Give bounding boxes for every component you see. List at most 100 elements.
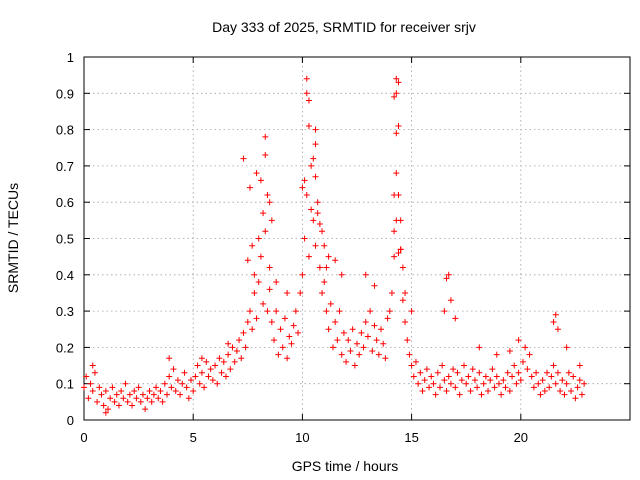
data-point bbox=[482, 373, 489, 380]
data-point bbox=[233, 348, 240, 355]
data-point bbox=[495, 380, 502, 387]
data-point bbox=[544, 369, 551, 376]
data-point bbox=[100, 402, 107, 409]
data-point bbox=[87, 380, 94, 387]
data-point bbox=[393, 75, 400, 82]
data-point bbox=[255, 279, 262, 286]
data-point bbox=[303, 90, 310, 97]
data-point bbox=[373, 337, 380, 344]
data-point bbox=[565, 369, 572, 376]
data-point bbox=[408, 362, 415, 369]
y-tick-label: 0.8 bbox=[56, 123, 74, 138]
data-point bbox=[388, 289, 395, 296]
data-point bbox=[498, 391, 505, 398]
data-point bbox=[205, 373, 212, 380]
data-point bbox=[452, 315, 459, 322]
y-tick-label: 0.5 bbox=[56, 232, 74, 247]
data-point bbox=[332, 318, 339, 325]
data-point bbox=[177, 391, 184, 398]
grid bbox=[84, 57, 630, 420]
data-point bbox=[375, 351, 382, 358]
data-point bbox=[554, 326, 561, 333]
data-point bbox=[273, 308, 280, 315]
data-point bbox=[188, 377, 195, 384]
data-point bbox=[358, 329, 365, 336]
data-point bbox=[240, 155, 247, 162]
data-point bbox=[454, 369, 461, 376]
data-point bbox=[504, 369, 511, 376]
data-point bbox=[124, 398, 131, 405]
data-point bbox=[395, 122, 402, 129]
data-point bbox=[244, 257, 251, 264]
data-point bbox=[371, 282, 378, 289]
data-point bbox=[170, 366, 177, 373]
data-point bbox=[515, 369, 522, 376]
data-point bbox=[246, 184, 253, 191]
data-point bbox=[349, 326, 356, 333]
data-point bbox=[436, 384, 443, 391]
data-point bbox=[539, 377, 546, 384]
data-point bbox=[485, 387, 492, 394]
data-point bbox=[393, 170, 400, 177]
data-point bbox=[393, 130, 400, 137]
x-axis-tick-labels: 0 5 10 15 20 bbox=[80, 430, 528, 445]
data-point bbox=[576, 362, 583, 369]
data-point bbox=[150, 391, 157, 398]
data-point bbox=[491, 384, 498, 391]
data-point bbox=[102, 387, 109, 394]
data-point bbox=[563, 380, 570, 387]
data-point bbox=[301, 177, 308, 184]
data-point bbox=[509, 373, 516, 380]
data-point bbox=[478, 391, 485, 398]
data-point bbox=[362, 271, 369, 278]
data-point bbox=[148, 398, 155, 405]
data-point bbox=[399, 264, 406, 271]
data-point bbox=[559, 377, 566, 384]
data-point bbox=[356, 351, 363, 358]
data-point bbox=[321, 242, 328, 249]
data-point bbox=[522, 344, 529, 351]
data-point bbox=[574, 384, 581, 391]
data-point bbox=[402, 318, 409, 325]
data-point bbox=[284, 355, 291, 362]
data-point bbox=[548, 373, 555, 380]
data-point bbox=[281, 315, 288, 322]
data-point bbox=[465, 373, 472, 380]
data-point bbox=[305, 253, 312, 260]
data-point bbox=[445, 271, 452, 278]
data-point bbox=[576, 377, 583, 384]
data-point bbox=[209, 377, 216, 384]
data-point bbox=[109, 384, 116, 391]
data-point bbox=[246, 308, 253, 315]
data-point bbox=[458, 377, 465, 384]
data-point bbox=[266, 199, 273, 206]
x-tick-label: 10 bbox=[295, 430, 309, 445]
data-point bbox=[469, 366, 476, 373]
data-point bbox=[351, 362, 358, 369]
data-point bbox=[163, 391, 170, 398]
data-point bbox=[135, 384, 142, 391]
data-point bbox=[268, 217, 275, 224]
data-point bbox=[347, 348, 354, 355]
data-point bbox=[487, 377, 494, 384]
data-point bbox=[434, 369, 441, 376]
data-point bbox=[474, 384, 481, 391]
chart-title: Day 333 of 2025, SRMTID for receiver srj… bbox=[212, 19, 476, 35]
data-point bbox=[316, 264, 323, 271]
y-axis-title: SRMTID / TECUs bbox=[5, 183, 21, 293]
data-point bbox=[251, 271, 258, 278]
data-point bbox=[249, 242, 256, 249]
x-tick-label: 0 bbox=[80, 430, 87, 445]
x-tick-label: 15 bbox=[404, 430, 418, 445]
data-point bbox=[144, 395, 151, 402]
data-point bbox=[185, 395, 192, 402]
data-point bbox=[201, 384, 208, 391]
data-point bbox=[550, 362, 557, 369]
data-point bbox=[395, 250, 402, 257]
data-point bbox=[423, 366, 430, 373]
data-point bbox=[493, 351, 500, 358]
data-point bbox=[161, 380, 168, 387]
data-point bbox=[578, 391, 585, 398]
data-point bbox=[297, 289, 304, 296]
data-point bbox=[290, 322, 297, 329]
